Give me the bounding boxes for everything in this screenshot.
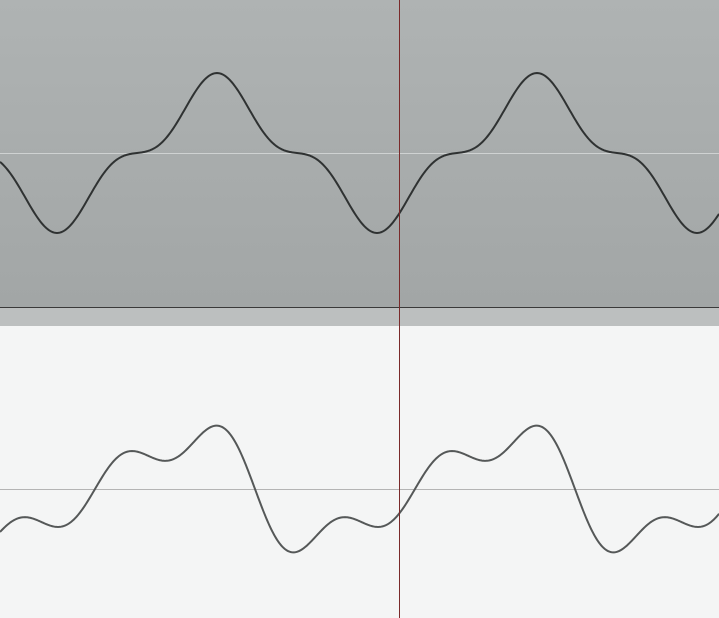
upper-waveform xyxy=(0,72,719,234)
lower-waveform xyxy=(0,424,719,554)
track-divider xyxy=(0,308,719,326)
lower-track xyxy=(0,326,719,618)
